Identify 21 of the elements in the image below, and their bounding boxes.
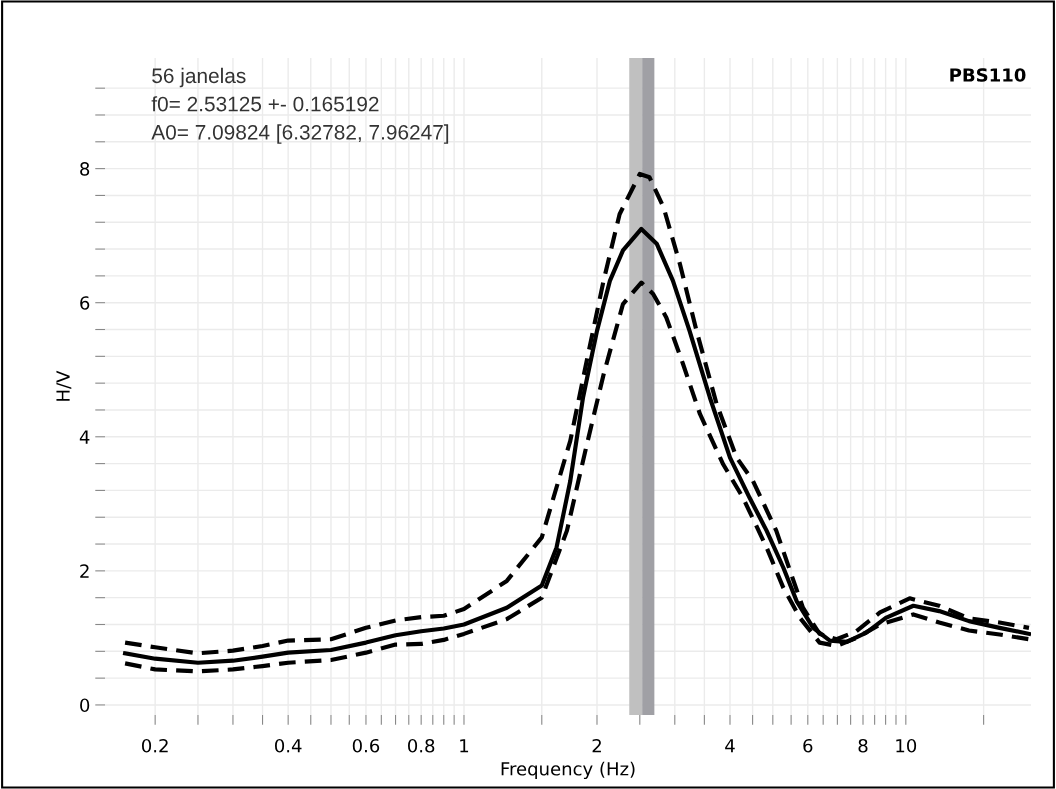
x-tick-label: 0.4 [274, 738, 302, 753]
annotation: f0= 2.53125 +- 0.165192 [151, 96, 379, 112]
x-tick-label: 4 [725, 739, 735, 753]
x-tick-label: 10 [896, 738, 917, 753]
y-axis-title: H/V [56, 370, 72, 401]
y-tick-label: 2 [80, 564, 89, 578]
y-tick-label: 0 [80, 698, 90, 713]
y-tick-label: 6 [80, 296, 90, 310]
x-tick-label: 0.8 [408, 738, 435, 753]
annotation: 56 janelas [152, 67, 246, 88]
chart-title: PBS110 [950, 68, 1026, 82]
x-axis-title: Frequency (Hz) [501, 761, 635, 780]
y-tick-label: 4 [79, 430, 90, 444]
annotation: A0= 7.09824 [6.32782, 7.96247] [151, 124, 449, 144]
x-tick-label: 1 [460, 739, 469, 753]
x-tick-label: 6 [803, 738, 813, 753]
x-tick-label: 0.6 [352, 738, 380, 753]
x-tick-label: 0.2 [141, 738, 168, 753]
x-tick-label: 2 [592, 738, 601, 753]
x-tick-label: 8 [858, 738, 868, 753]
y-tick-label: 8 [80, 162, 90, 176]
